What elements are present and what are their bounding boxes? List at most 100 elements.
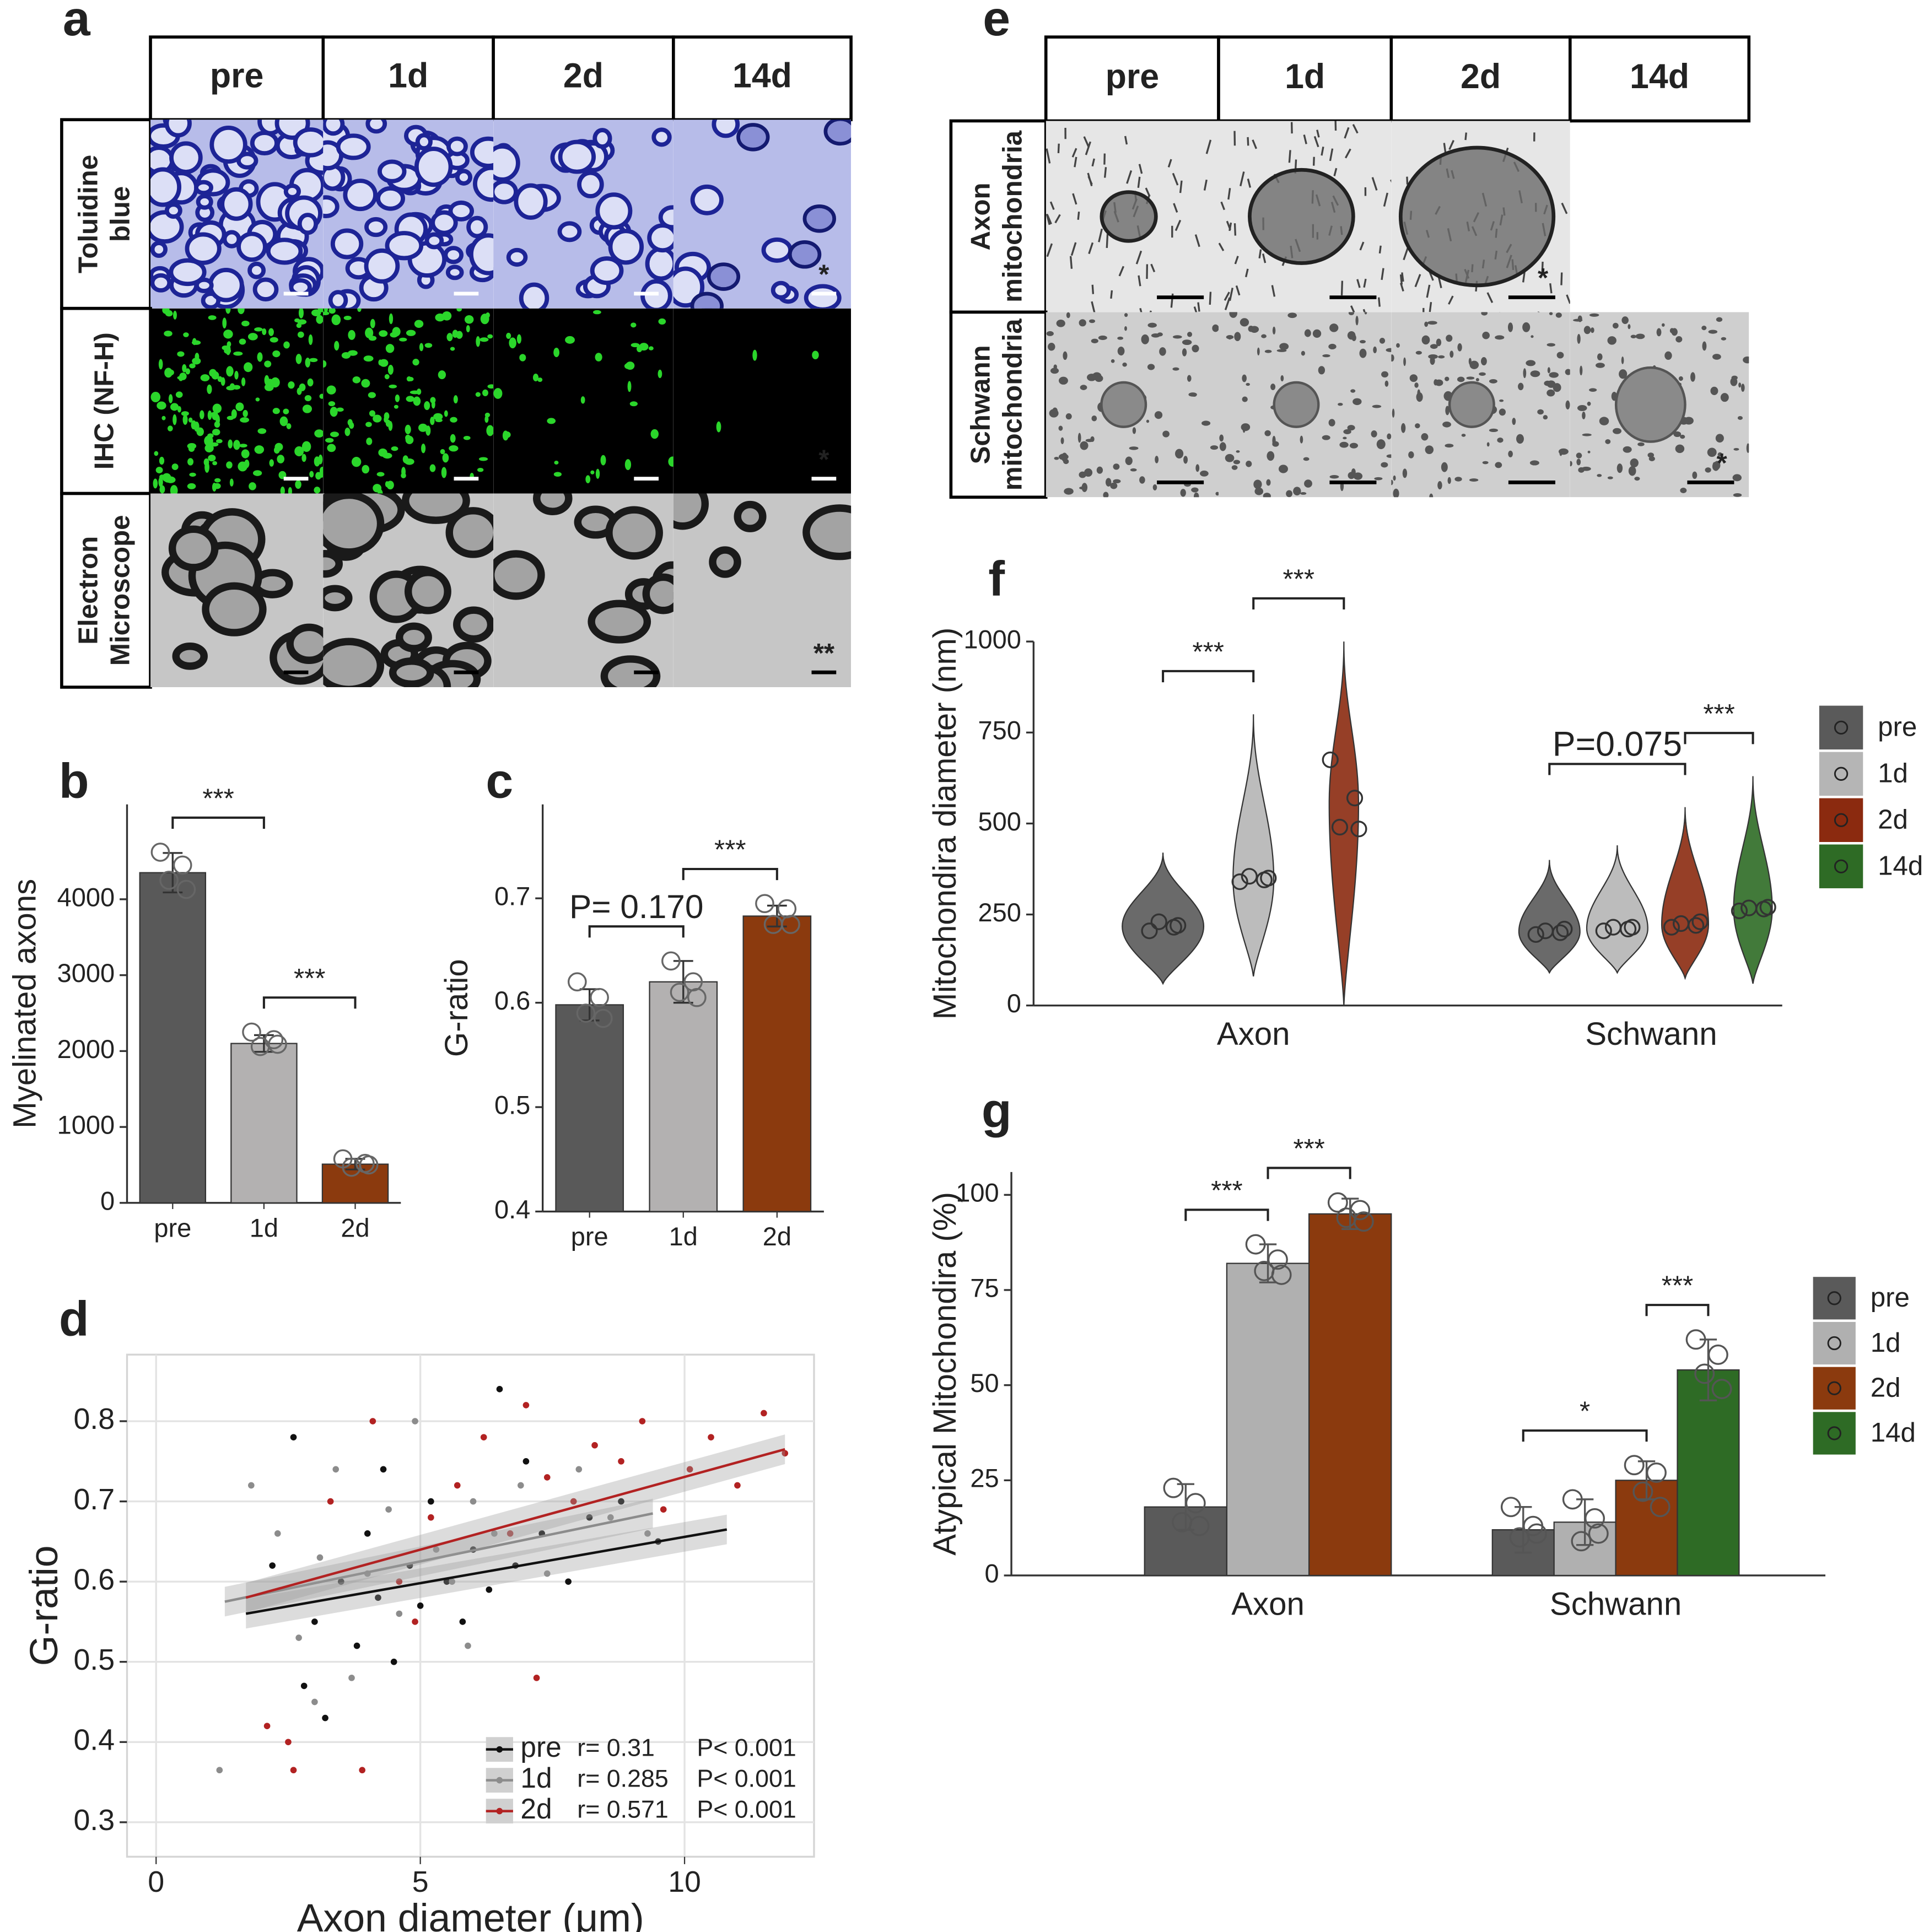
image-texture <box>639 343 649 351</box>
data-point <box>433 1546 440 1553</box>
image-texture <box>314 429 324 438</box>
image-texture <box>595 353 602 361</box>
image-texture <box>533 493 573 515</box>
image-texture <box>1077 433 1081 443</box>
image-texture <box>1056 319 1065 327</box>
data-point <box>159 871 179 890</box>
image-texture <box>1105 478 1112 487</box>
bar <box>742 915 812 1212</box>
x-tick-label: pre <box>154 1213 191 1243</box>
image-texture <box>1675 444 1685 454</box>
image-texture <box>1224 297 1231 310</box>
legend-swatch <box>1813 1412 1856 1455</box>
image-texture <box>476 336 481 347</box>
image-texture <box>177 351 185 357</box>
image-texture <box>1702 341 1707 351</box>
image-texture <box>1303 457 1310 461</box>
image-texture <box>1383 192 1388 207</box>
image-texture <box>1110 290 1113 299</box>
image-texture <box>364 248 400 284</box>
image-texture <box>1621 316 1629 324</box>
image-texture <box>1526 360 1536 366</box>
image-texture <box>1547 389 1555 397</box>
image-texture <box>414 320 424 328</box>
image-texture <box>1376 439 1386 450</box>
image-texture <box>445 507 494 558</box>
image-texture <box>240 417 250 423</box>
image-texture <box>215 439 223 444</box>
fit-line <box>245 1528 728 1615</box>
data-point <box>1711 1379 1732 1400</box>
image-texture <box>1111 359 1115 363</box>
image-texture <box>1481 312 1488 316</box>
data-point <box>263 1723 271 1729</box>
image-texture <box>314 487 321 494</box>
image-texture <box>1577 405 1587 411</box>
image-texture <box>207 410 212 420</box>
image-texture <box>1576 452 1582 458</box>
data-point <box>639 1418 646 1424</box>
image-texture <box>1054 456 1059 460</box>
image-marker: * <box>818 444 829 474</box>
image-texture <box>272 408 280 414</box>
image-texture <box>1058 425 1063 431</box>
image-texture <box>1162 430 1170 438</box>
image-texture <box>1293 487 1301 496</box>
image-texture <box>1087 172 1093 186</box>
image-texture <box>1228 288 1233 301</box>
image-texture <box>1384 380 1389 387</box>
image-texture <box>171 463 179 471</box>
image-texture <box>165 310 173 317</box>
image-texture <box>1371 430 1377 438</box>
data-point <box>1260 870 1277 887</box>
image-texture <box>1664 351 1672 360</box>
image-texture <box>378 489 383 494</box>
data-point <box>1685 1329 1706 1350</box>
image-texture <box>170 403 179 411</box>
data-point <box>396 1578 403 1585</box>
data-point <box>1350 821 1367 838</box>
image-texture <box>238 461 247 472</box>
image-texture <box>168 525 219 571</box>
image-texture <box>1046 148 1051 164</box>
image-texture <box>1048 343 1055 351</box>
image-texture <box>734 500 767 532</box>
image-texture <box>308 334 313 346</box>
image-texture <box>1193 492 1199 498</box>
image-texture <box>1215 492 1219 496</box>
image-texture <box>210 442 219 447</box>
image-texture <box>1353 472 1363 480</box>
image-texture <box>1348 312 1355 316</box>
data-point <box>353 1642 360 1649</box>
bar <box>1226 1262 1310 1577</box>
data-point <box>1163 1477 1184 1498</box>
image-texture <box>440 449 445 455</box>
image-texture <box>319 466 324 474</box>
micrograph <box>150 308 324 494</box>
image-texture <box>493 388 503 399</box>
image-texture <box>161 415 166 420</box>
data-point <box>380 1466 387 1473</box>
significance-label: *** <box>294 963 325 994</box>
image-texture <box>1173 203 1178 213</box>
image-texture <box>1224 292 1230 301</box>
image-texture <box>1717 452 1722 457</box>
y-tick-label: 3000 <box>57 958 115 987</box>
legend-swatch <box>1813 1321 1856 1365</box>
image-texture <box>1570 461 1572 467</box>
image-texture <box>1080 385 1087 390</box>
image-texture <box>404 569 451 614</box>
data-point <box>327 1498 334 1505</box>
legend-label: 1d <box>1871 1327 1901 1358</box>
micrograph: * <box>673 308 852 494</box>
image-texture <box>1246 382 1250 386</box>
column-header: 1d <box>388 57 428 95</box>
image-texture <box>1231 465 1238 470</box>
image-texture <box>627 381 632 392</box>
data-point <box>782 1450 789 1457</box>
image-texture <box>658 318 666 325</box>
y-tick-label: 1000 <box>963 625 1021 654</box>
x-tick-label: 10 <box>668 1865 701 1898</box>
image-texture <box>165 369 174 376</box>
image-texture <box>1110 482 1118 489</box>
